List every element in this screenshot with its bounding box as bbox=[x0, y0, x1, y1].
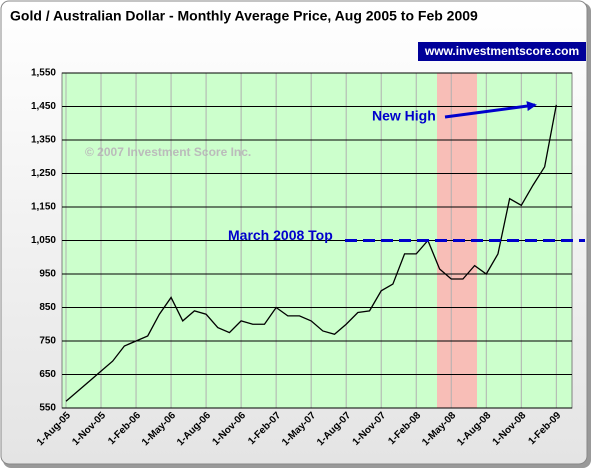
y-tick-label: 1,350 bbox=[31, 135, 56, 146]
y-tick-label: 1,450 bbox=[31, 101, 56, 112]
y-tick-label: 1,150 bbox=[31, 202, 56, 213]
watermark: © 2007 Investment Score Inc. bbox=[85, 145, 251, 159]
y-tick-label: 550 bbox=[39, 403, 56, 414]
arrow bbox=[444, 101, 537, 119]
y-tick-label: 750 bbox=[39, 336, 56, 347]
data-line bbox=[65, 104, 557, 402]
y-tick-label: 850 bbox=[39, 302, 56, 313]
y-tick-label: 1,550 bbox=[31, 68, 56, 79]
badge-box bbox=[418, 42, 586, 61]
reference-label: March 2008 Top bbox=[228, 227, 333, 243]
y-tick-label: 1,050 bbox=[31, 235, 56, 246]
annotation: New High bbox=[372, 108, 436, 124]
chart-title: Gold / Australian Dollar - Monthly Avera… bbox=[10, 8, 478, 24]
badge: www.investmentscore.com bbox=[424, 44, 579, 58]
y-tick-label: 950 bbox=[39, 269, 56, 280]
y-tick-label: 1,250 bbox=[31, 168, 56, 179]
y-tick-label: 650 bbox=[39, 369, 56, 380]
